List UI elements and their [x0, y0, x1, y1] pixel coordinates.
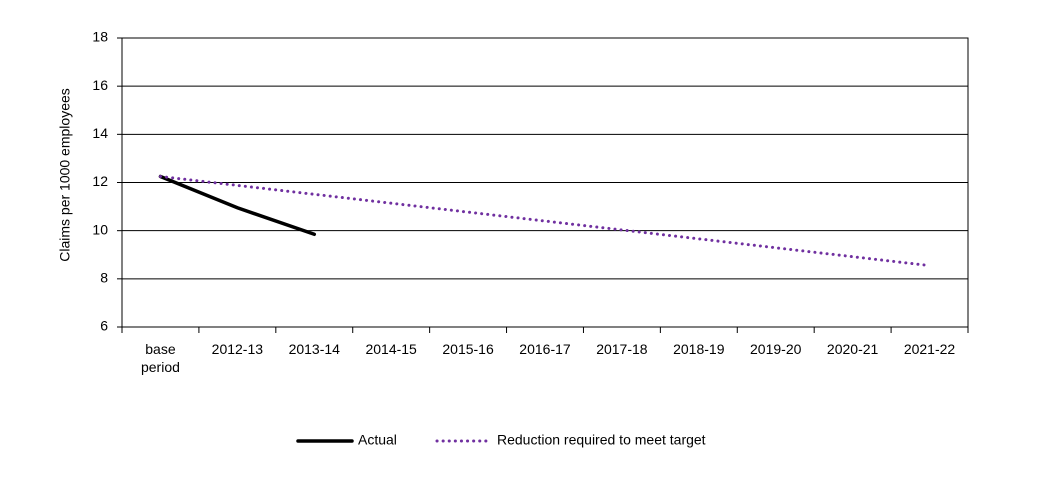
y-tick-label: 10: [92, 221, 108, 237]
y-tick-label: 8: [100, 270, 108, 286]
y-tick-label: 14: [92, 125, 108, 141]
legend-label: Actual: [358, 432, 397, 448]
plot-border: [121, 37, 969, 328]
y-tick-label: 12: [92, 173, 108, 189]
x-tick-label: 2018-19: [673, 341, 725, 357]
x-tick-label: 2017-18: [596, 341, 648, 357]
x-tick-label: 2021-22: [903, 341, 956, 357]
x-tick-label: 2016-17: [519, 341, 571, 357]
series-line: [158, 174, 317, 237]
x-tick-label: 2013-14: [288, 341, 340, 357]
y-tick-label: 6: [100, 318, 108, 334]
x-tick-label: 2014-15: [365, 341, 417, 357]
y-tick-label: 18: [92, 29, 108, 45]
x-tick-label: 2012-13: [211, 341, 264, 357]
x-tick-label: 2015-16: [442, 341, 494, 357]
x-tick-label: 2019-20: [750, 341, 802, 357]
x-tick-label: base period: [140, 341, 180, 375]
series-line: [158, 174, 932, 268]
y-axis-label: Claims per 1000 employees: [57, 88, 73, 262]
legend-label: Reduction required to meet target: [497, 432, 706, 448]
x-tick-label: 2020-21: [826, 341, 879, 357]
y-tick-label: 16: [92, 77, 108, 93]
